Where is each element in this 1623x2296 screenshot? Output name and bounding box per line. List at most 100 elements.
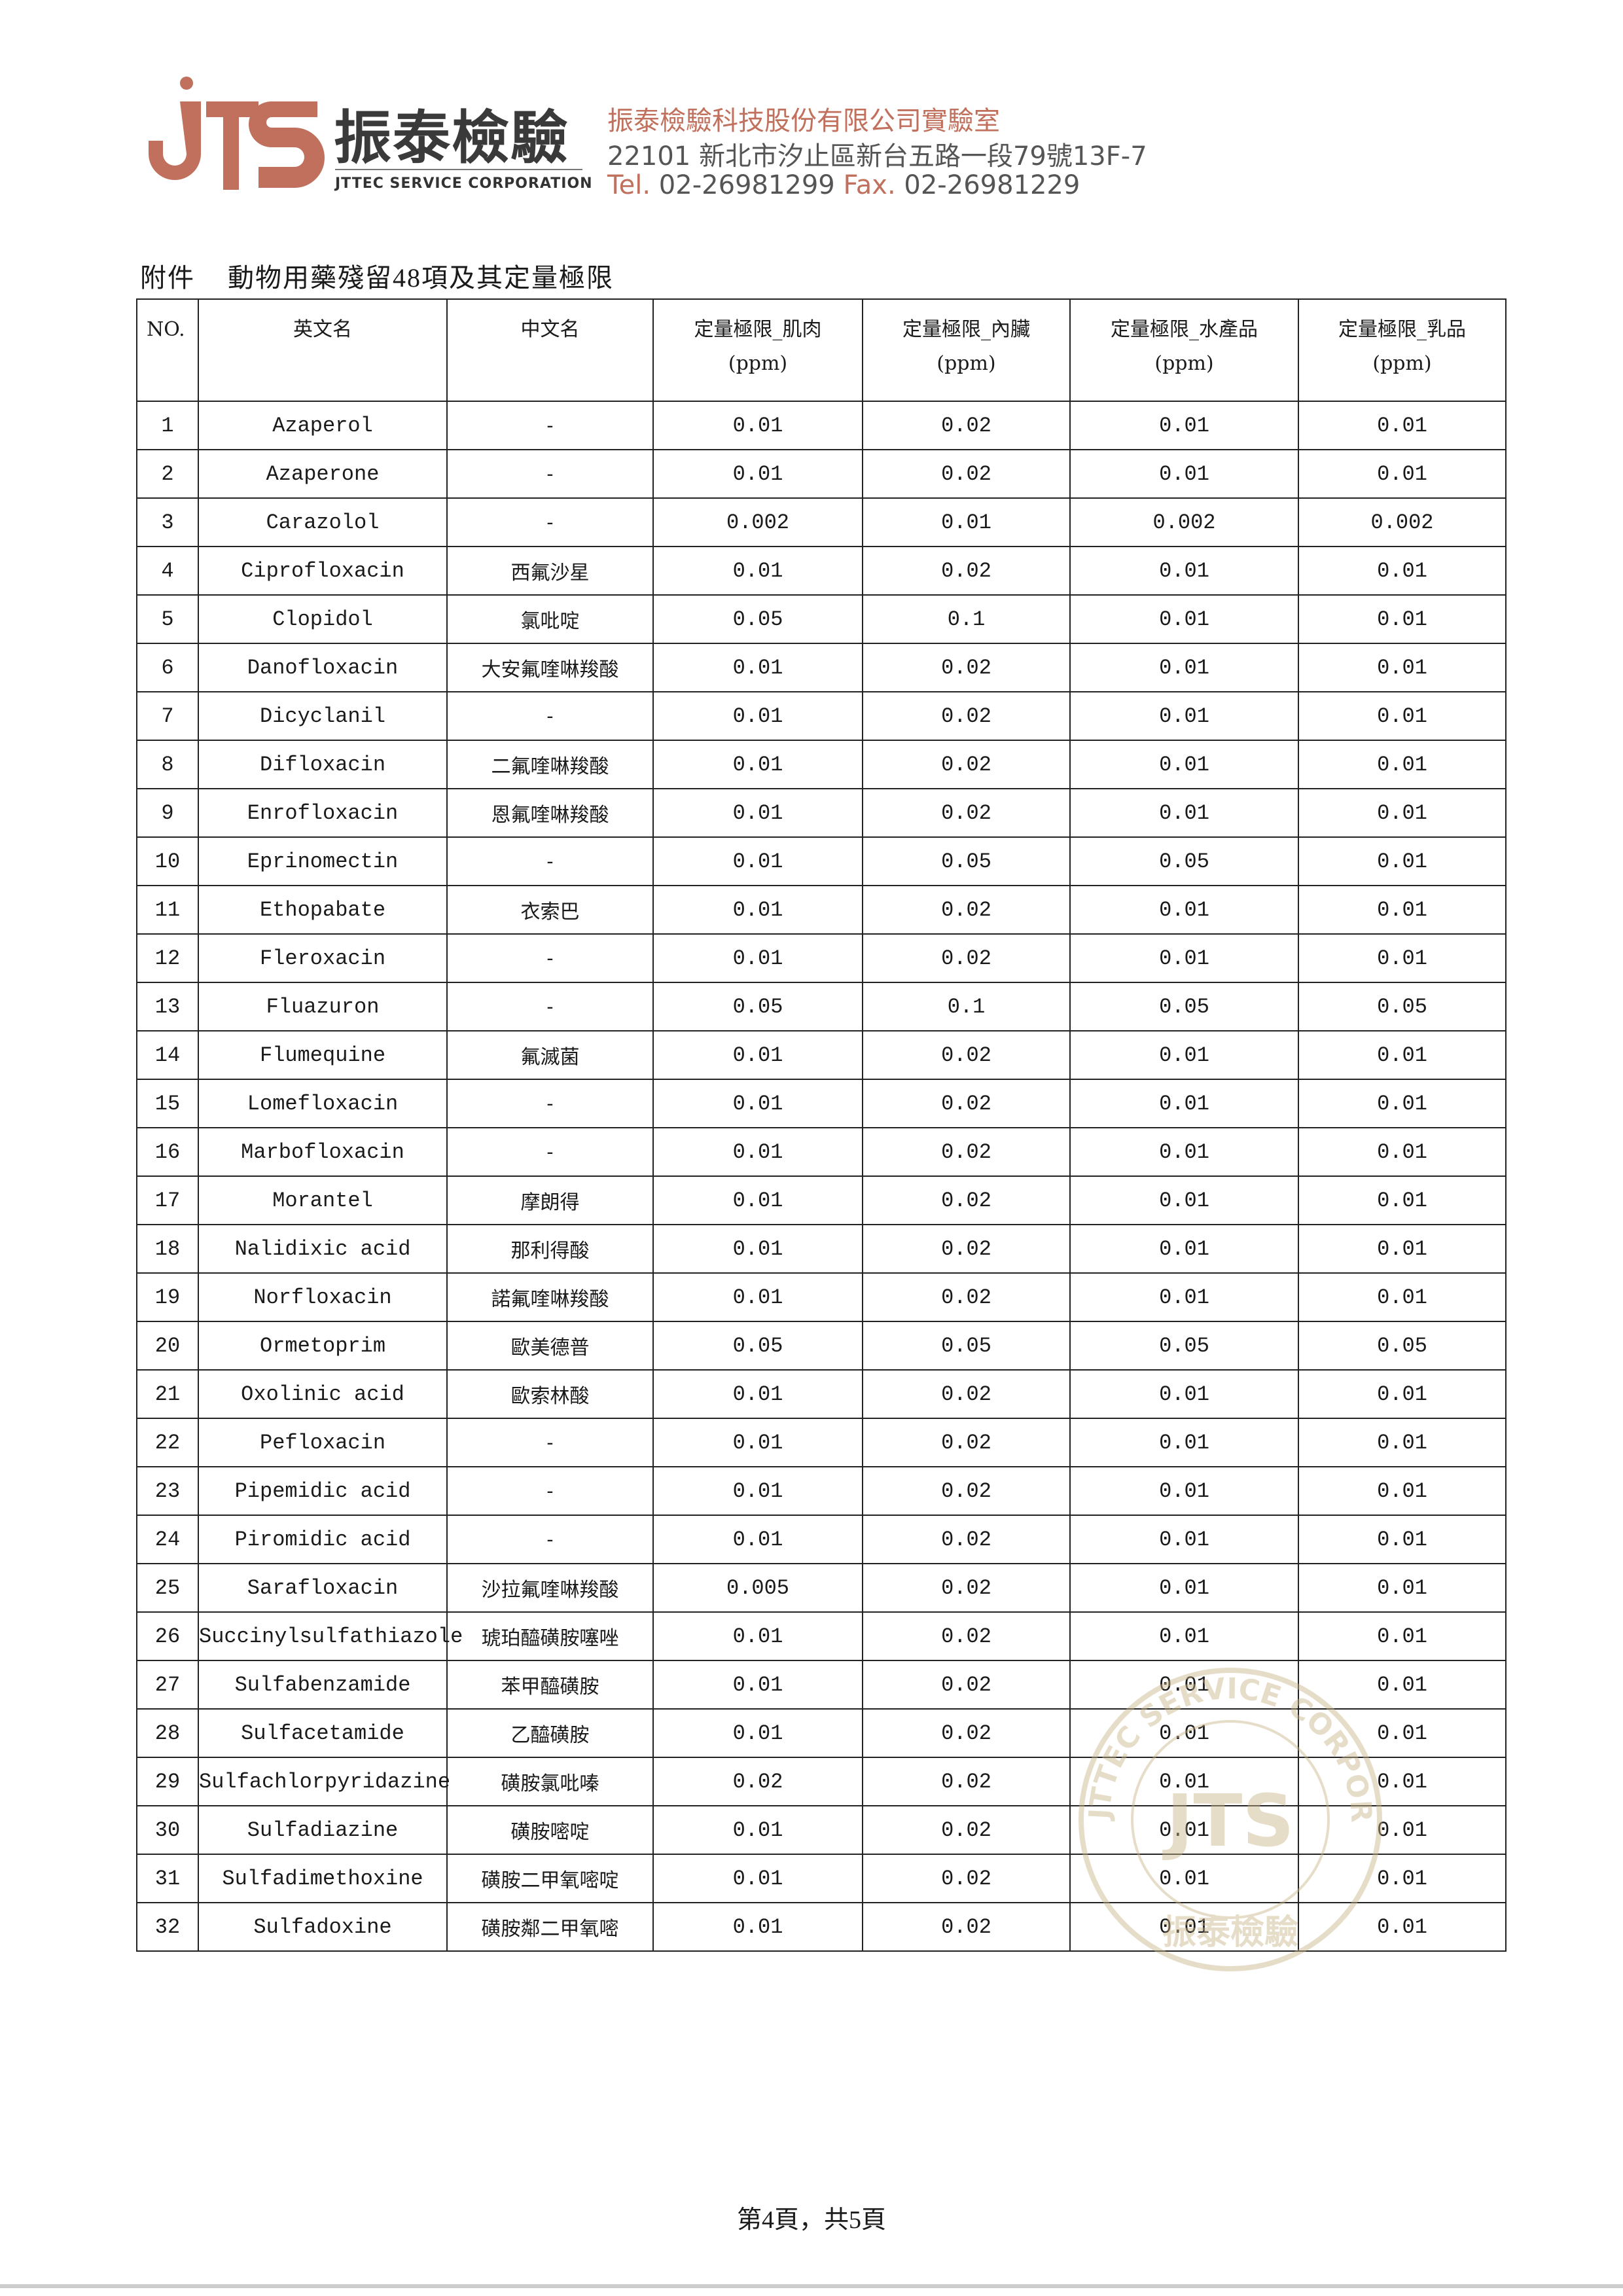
cell-loq-offal: 0.02 — [862, 643, 1071, 692]
cell-loq-aquatic: 0.01 — [1069, 1902, 1299, 1952]
table-row: 23 Pipemidic acid -0.01 0.02 0.01 0.01 — [136, 1466, 1507, 1516]
cell-loq-aquatic: 0.01 — [1069, 1079, 1299, 1128]
cell-loq-offal: 0.02 — [862, 1175, 1071, 1225]
cell-loq-dairy: 0.01 — [1298, 1902, 1507, 1952]
cell-loq-dairy: 0.01 — [1298, 1757, 1507, 1806]
cell-chinese-name: 乙醯磺胺 — [446, 1708, 654, 1758]
cell-loq-muscle: 0.01 — [652, 933, 863, 983]
cell-loq-offal: 0.02 — [862, 1272, 1071, 1322]
table-row: 10 Eprinomectin -0.01 0.05 0.05 0.01 — [136, 836, 1507, 886]
cell-english-name: Clopidol — [198, 594, 448, 644]
cell-loq-dairy: 0.01 — [1298, 933, 1507, 983]
tel-number: 02-26981299 — [658, 170, 835, 200]
svg-text:JTS: JTS — [1162, 1779, 1294, 1863]
cell-chinese-name: 磺胺鄰二甲氧嘧 — [446, 1902, 654, 1952]
cell-no: 14 — [136, 1030, 199, 1080]
cell-loq-aquatic: 0.01 — [1069, 691, 1299, 741]
header-label: 定量極限_內臟 — [902, 318, 1030, 341]
cell-loq-dairy: 0.01 — [1298, 1854, 1507, 1903]
cell-english-name: Marbofloxacin — [198, 1127, 448, 1177]
cell-loq-dairy: 0.01 — [1298, 1272, 1507, 1322]
cell-loq-muscle: 0.01 — [652, 1224, 863, 1274]
cell-no: 6 — [136, 643, 199, 692]
cell-loq-muscle: 0.01 — [652, 1515, 863, 1564]
cell-loq-offal: 0.05 — [862, 1321, 1071, 1371]
table-row: 15 Lomefloxacin -0.01 0.02 0.01 0.01 — [136, 1079, 1507, 1128]
cell-loq-aquatic: 0.05 — [1069, 982, 1299, 1031]
table-row: 25 Sarafloxacin 沙拉氟喹啉羧酸 0.005 0.02 0.01 0.01 — [136, 1563, 1507, 1613]
cell-chinese-name: - — [446, 1127, 654, 1177]
cell-loq-muscle: 0.05 — [652, 982, 863, 1031]
cell-loq-offal: 0.02 — [862, 1466, 1071, 1516]
cell-chinese-name: 磺胺二甲氧嘧啶 — [446, 1854, 654, 1903]
cell-loq-muscle: 0.01 — [652, 449, 863, 499]
cell-loq-offal: 0.05 — [862, 836, 1071, 886]
cell-loq-aquatic: 0.01 — [1069, 885, 1299, 935]
cell-no: 18 — [136, 1224, 199, 1274]
company-seal-stamp: JTTEC SERVICE CORPORATION JTS 振泰檢驗 — [1073, 1656, 1382, 1971]
cell-no: 23 — [136, 1466, 199, 1516]
cell-loq-aquatic: 0.01 — [1069, 1175, 1299, 1225]
cell-loq-aquatic: 0.01 — [1069, 933, 1299, 983]
cell-english-name: Enrofloxacin — [198, 788, 448, 838]
cell-loq-aquatic: 0.01 — [1069, 1224, 1299, 1274]
cell-loq-aquatic: 0.01 — [1069, 1708, 1299, 1758]
cell-english-name: Fluazuron — [198, 982, 448, 1031]
cell-english-name: Carazolol — [198, 497, 448, 547]
cell-chinese-name: - — [446, 449, 654, 499]
cell-loq-offal: 0.02 — [862, 1079, 1071, 1128]
cell-english-name: Sulfadimethoxine — [198, 1854, 448, 1903]
cell-english-name: Sulfacetamide — [198, 1708, 448, 1758]
cell-loq-dairy: 0.01 — [1298, 1175, 1507, 1225]
cell-loq-muscle: 0.01 — [652, 1272, 863, 1322]
cell-loq-dairy: 0.01 — [1298, 1369, 1507, 1419]
cell-loq-muscle: 0.01 — [652, 1079, 863, 1128]
header-loq-muscle: 定量極限_肌肉 (ppm) — [652, 298, 863, 402]
cell-no: 1 — [136, 401, 199, 450]
cell-no: 8 — [136, 740, 199, 789]
table-row: 12 Fleroxacin -0.01 0.02 0.01 0.01 — [136, 933, 1507, 983]
cell-loq-dairy: 0.01 — [1298, 1805, 1507, 1855]
cell-loq-offal: 0.02 — [862, 1854, 1071, 1903]
title-text: 動物用藥殘留48項及其定量極限 — [228, 263, 614, 293]
scan-edge — [0, 2284, 1623, 2288]
cell-loq-offal: 0.02 — [862, 1902, 1071, 1952]
cell-no: 16 — [136, 1127, 199, 1177]
cell-no: 25 — [136, 1563, 199, 1613]
attachment-label: 附件 — [140, 263, 195, 293]
cell-english-name: Norfloxacin — [198, 1272, 448, 1322]
cell-chinese-name: 衣索巴 — [446, 885, 654, 935]
cell-chinese-name: 琥珀醯磺胺噻唑 — [446, 1611, 654, 1661]
table-row: 27 Sulfabenzamide 苯甲醯磺胺 0.01 0.02 0.01 0.01 — [136, 1660, 1507, 1710]
cell-no: 4 — [136, 546, 199, 596]
cell-chinese-name: 沙拉氟喹啉羧酸 — [446, 1563, 654, 1613]
cell-no: 11 — [136, 885, 199, 935]
cell-loq-dairy: 0.01 — [1298, 1466, 1507, 1516]
cell-loq-muscle: 0.01 — [652, 546, 863, 596]
cell-no: 27 — [136, 1660, 199, 1710]
cell-chinese-name: 歐索林酸 — [446, 1369, 654, 1419]
cell-no: 31 — [136, 1854, 199, 1903]
cell-loq-dairy: 0.01 — [1298, 1079, 1507, 1128]
cell-loq-aquatic: 0.01 — [1069, 1515, 1299, 1564]
cell-english-name: Flumequine — [198, 1030, 448, 1080]
header-no: NO. — [136, 298, 199, 402]
header-loq-offal: 定量極限_內臟 (ppm) — [862, 298, 1071, 402]
cell-no: 17 — [136, 1175, 199, 1225]
table-row: 22 Pefloxacin -0.01 0.02 0.01 0.01 — [136, 1418, 1507, 1467]
table-row: 29 Sulfachlorpyridazine 磺胺氯吡嗪 0.02 0.02 0.01 0… — [136, 1757, 1507, 1806]
header-label: 定量極限_肌肉 — [694, 318, 822, 341]
cell-loq-muscle: 0.01 — [652, 643, 863, 692]
cell-loq-offal: 0.02 — [862, 1660, 1071, 1710]
cell-loq-aquatic: 0.01 — [1069, 1272, 1299, 1322]
cell-chinese-name: 二氟喹啉羧酸 — [446, 740, 654, 789]
header-label: 定量極限_乳品 — [1338, 318, 1466, 341]
header-chinese-name: 中文名 — [446, 298, 654, 402]
page-number: 第4頁，共5頁 — [736, 2206, 886, 2234]
cell-loq-offal: 0.02 — [862, 740, 1071, 789]
cell-loq-aquatic: 0.01 — [1069, 1854, 1299, 1903]
cell-chinese-name: 歐美德普 — [446, 1321, 654, 1371]
cell-english-name: Azaperol — [198, 401, 448, 450]
cell-no: 24 — [136, 1515, 199, 1564]
cell-loq-muscle: 0.05 — [652, 594, 863, 644]
